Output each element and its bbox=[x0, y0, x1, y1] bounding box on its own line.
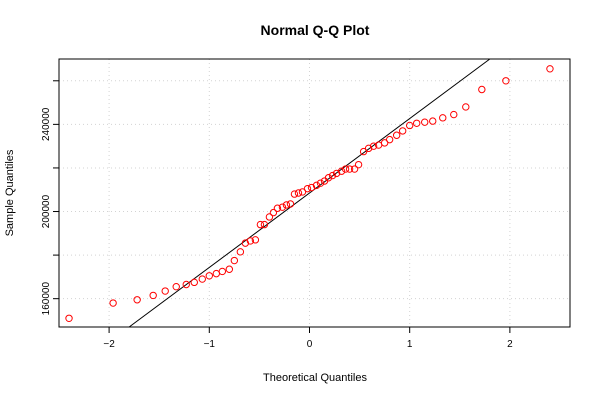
data-point bbox=[265, 213, 274, 221]
data-point bbox=[260, 220, 269, 229]
data-point bbox=[328, 171, 337, 180]
data-point bbox=[478, 85, 486, 94]
data-point bbox=[303, 184, 312, 193]
data-point bbox=[251, 236, 260, 244]
data-point bbox=[380, 139, 389, 147]
data-point bbox=[450, 110, 458, 119]
data-point bbox=[413, 119, 421, 127]
data-point bbox=[236, 248, 245, 256]
data-point bbox=[405, 121, 414, 130]
data-point bbox=[398, 127, 407, 135]
y-axis-label: Sample Quantiles bbox=[4, 149, 16, 236]
x-tick-label: 1 bbox=[407, 339, 413, 350]
data-point bbox=[65, 314, 73, 322]
data-point bbox=[332, 169, 341, 178]
data-points bbox=[65, 65, 554, 322]
data-point bbox=[278, 203, 287, 211]
reference-line bbox=[128, 58, 491, 328]
y-tick-label: 200000 bbox=[41, 194, 52, 228]
x-tick-label: 0 bbox=[307, 339, 313, 350]
x-axis-label: Theoretical Quantiles bbox=[263, 372, 367, 384]
data-point bbox=[316, 179, 325, 187]
data-point bbox=[286, 200, 295, 208]
data-point bbox=[439, 114, 447, 122]
data-point bbox=[462, 103, 470, 111]
data-point bbox=[429, 117, 437, 125]
data-point bbox=[307, 183, 316, 192]
data-point bbox=[502, 77, 510, 85]
data-point bbox=[161, 287, 169, 295]
data-point bbox=[294, 189, 303, 197]
data-point bbox=[345, 165, 354, 173]
data-point bbox=[385, 135, 394, 144]
x-tick-label: −1 bbox=[204, 339, 216, 350]
data-point bbox=[354, 160, 363, 169]
data-point bbox=[290, 190, 299, 198]
data-point bbox=[350, 165, 359, 173]
data-point bbox=[225, 265, 234, 273]
data-point bbox=[149, 291, 157, 300]
data-point bbox=[246, 237, 255, 245]
data-point bbox=[324, 174, 333, 182]
data-point bbox=[298, 188, 307, 196]
data-point bbox=[198, 275, 206, 283]
data-point bbox=[369, 142, 378, 150]
y-axis: 160000 200000 240000 bbox=[41, 80, 60, 316]
qq-line bbox=[128, 58, 491, 328]
grid bbox=[59, 59, 570, 327]
data-point bbox=[269, 208, 278, 217]
data-point bbox=[218, 267, 227, 276]
data-point bbox=[241, 239, 250, 247]
data-point bbox=[312, 181, 321, 190]
y-tick-label: 240000 bbox=[41, 107, 52, 141]
plot-frame bbox=[58, 58, 571, 328]
data-point bbox=[341, 165, 350, 173]
data-point bbox=[212, 269, 221, 278]
data-point bbox=[205, 272, 213, 280]
x-tick-label: −2 bbox=[103, 339, 115, 350]
data-point bbox=[337, 167, 346, 175]
data-point bbox=[109, 299, 117, 307]
data-point bbox=[182, 280, 190, 289]
data-point bbox=[359, 147, 368, 156]
data-point bbox=[546, 65, 554, 73]
data-point bbox=[421, 118, 429, 126]
data-point bbox=[172, 282, 180, 291]
data-point bbox=[364, 144, 373, 153]
data-point bbox=[282, 201, 291, 209]
data-point bbox=[273, 204, 282, 212]
y-tick-label: 160000 bbox=[41, 282, 52, 316]
data-point bbox=[133, 296, 141, 304]
chart-title: Normal Q-Q Plot bbox=[261, 22, 370, 38]
x-axis: −2 −1 0 1 2 bbox=[103, 326, 513, 350]
data-point bbox=[392, 131, 401, 139]
data-point bbox=[190, 278, 198, 287]
data-point bbox=[230, 256, 239, 265]
data-point bbox=[256, 220, 265, 229]
x-tick-label: 2 bbox=[507, 339, 513, 350]
